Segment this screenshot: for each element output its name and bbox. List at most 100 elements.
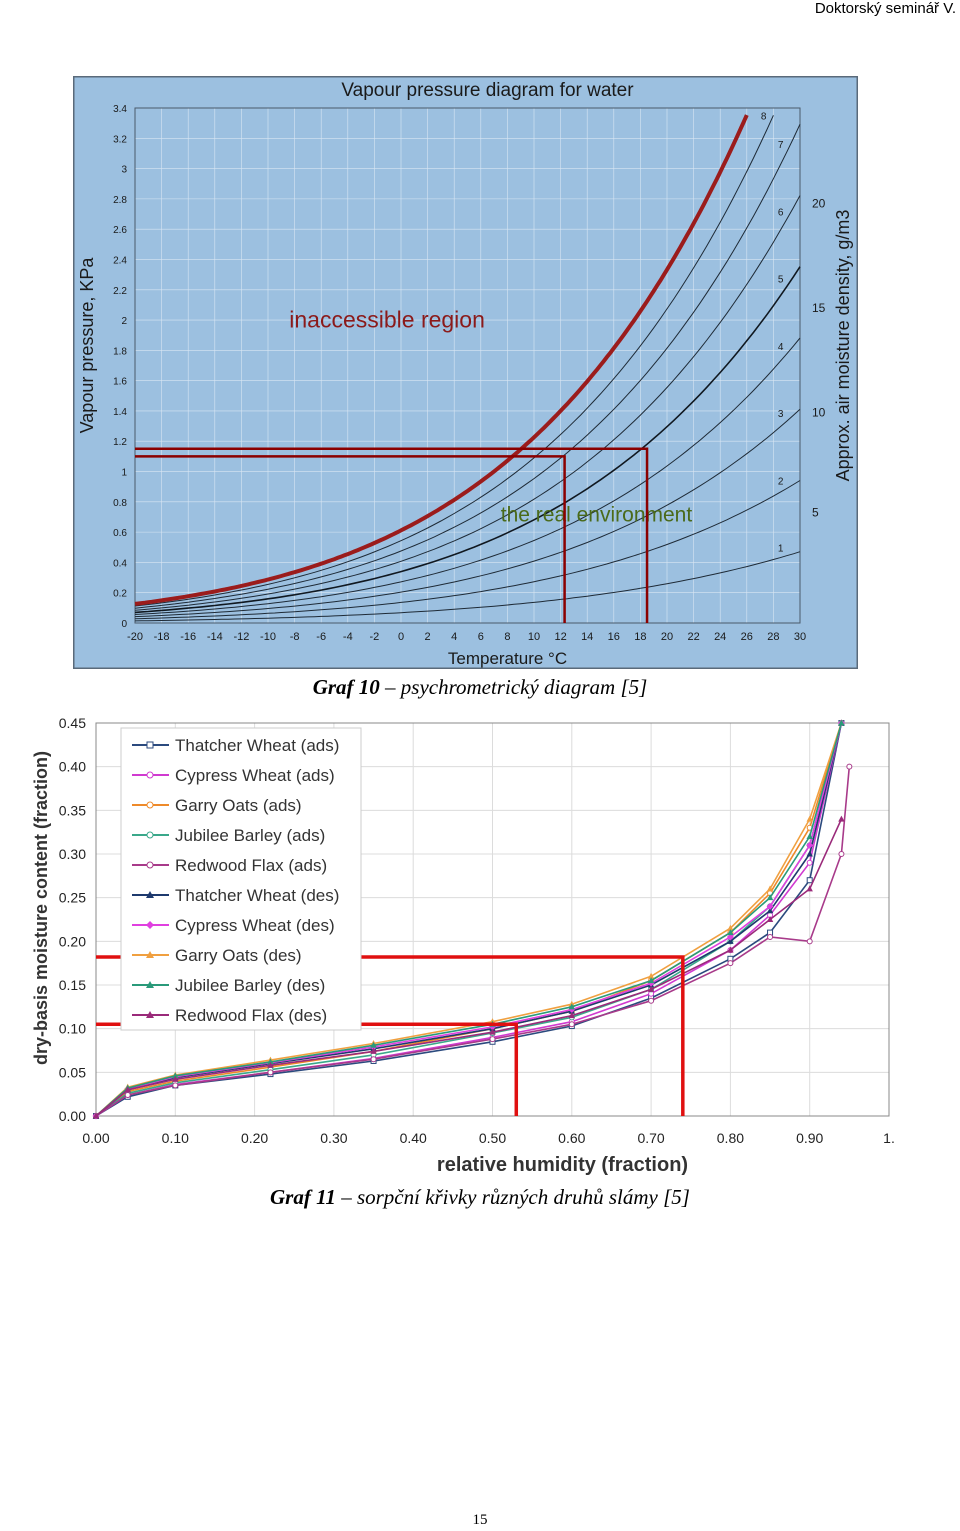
legend-swatch-marker bbox=[146, 801, 154, 809]
legend-swatch-marker bbox=[146, 891, 154, 898]
series-point bbox=[647, 972, 655, 979]
x-axis-label: relative humidity (fraction) bbox=[437, 1154, 688, 1176]
legend-swatch-marker bbox=[146, 831, 154, 839]
y2-tick-label: 15 bbox=[812, 301, 826, 315]
x-tick-label: -20 bbox=[127, 631, 143, 643]
y-tick-label: 0 bbox=[121, 619, 127, 630]
y-tick-label: 1.4 bbox=[113, 407, 127, 418]
y-tick-label: 0.2 bbox=[113, 589, 127, 600]
y-tick-label: 0.35 bbox=[59, 802, 86, 818]
rh-curve bbox=[134, 551, 801, 622]
y-tick-label: 3.2 bbox=[113, 134, 127, 145]
rh-curve bbox=[134, 408, 801, 618]
rh-curve-label: 7 bbox=[778, 140, 784, 151]
x-tick-label: -4 bbox=[343, 631, 353, 643]
plot-frame bbox=[134, 107, 801, 624]
x-tick-label: -10 bbox=[260, 631, 276, 643]
y2-tick-label: 20 bbox=[812, 196, 826, 210]
x-tick-label: 0.40 bbox=[400, 1130, 427, 1146]
y-tick-label: 0.6 bbox=[113, 528, 127, 539]
legend-label: Thatcher Wheat (ads) bbox=[175, 736, 339, 755]
x-tick-label: 0.90 bbox=[796, 1130, 823, 1146]
legend-swatch-marker bbox=[146, 861, 154, 869]
legend-label: Cypress Wheat (des) bbox=[175, 916, 335, 935]
x-tick-label: 12 bbox=[554, 631, 566, 643]
series-point bbox=[806, 938, 813, 945]
series-point bbox=[727, 960, 734, 967]
legend-swatch-marker bbox=[146, 951, 154, 958]
x-tick-label: 4 bbox=[451, 631, 457, 643]
y-tick-label: 0.8 bbox=[113, 498, 127, 509]
series-point bbox=[568, 1012, 575, 1019]
annotation-inaccessible-region: inaccessible region bbox=[289, 307, 485, 333]
y2-tick-label: 5 bbox=[812, 505, 819, 519]
x-tick-label: -18 bbox=[154, 631, 170, 643]
y-tick-label: 0.20 bbox=[59, 933, 86, 949]
series-point bbox=[647, 985, 655, 992]
series-point bbox=[806, 815, 813, 822]
series-point bbox=[92, 1112, 100, 1119]
x-tick-label: 0 bbox=[398, 631, 404, 643]
series-point bbox=[648, 997, 655, 1004]
x-tick-label: -2 bbox=[370, 631, 380, 643]
y-tick-label: 0.00 bbox=[59, 1108, 86, 1124]
x-tick-label: 6 bbox=[478, 631, 484, 643]
y-tick-label: 0.4 bbox=[113, 558, 127, 569]
x-tick-label: -6 bbox=[316, 631, 326, 643]
caption-graf-11: Graf 11 – sorpční křivky různých druhů s… bbox=[0, 1185, 960, 1210]
x-tick-label: -16 bbox=[180, 631, 196, 643]
x-tick-labels: 0.00 0.10 0.20 0.30 0.40 0.50 0.60 0.70 0.80 0.90… bbox=[82, 1130, 894, 1146]
annotation-real-environment: the real environment bbox=[501, 504, 693, 527]
y-tick-label: 2.2 bbox=[113, 286, 127, 297]
rh-curve-label: 6 bbox=[778, 207, 784, 218]
y-tick-labels: 0.00 0.05 0.10 0.15 0.20 0.25 0.30 0.35 0.40 0.45 bbox=[59, 718, 86, 1124]
series-line bbox=[95, 722, 843, 1117]
x-tick-label: 26 bbox=[741, 631, 753, 643]
series-point bbox=[806, 841, 814, 849]
rh-curve-label: 2 bbox=[778, 476, 784, 487]
series-point bbox=[766, 916, 774, 922]
y-tick-label: 2.4 bbox=[113, 255, 127, 266]
legend-label: Thatcher Wheat (des) bbox=[175, 886, 339, 905]
caption-graf-10: Graf 10 – psychrometrický diagram [5] bbox=[0, 675, 960, 700]
legend-swatch-marker bbox=[146, 771, 154, 779]
y-tick-label: 1 bbox=[121, 468, 127, 479]
x-tick-label: 22 bbox=[687, 631, 699, 643]
caption-graf-11-text: – sorpční křivky různých druhů slámy [5] bbox=[335, 1185, 690, 1209]
x-tick-label: 0.70 bbox=[637, 1130, 664, 1146]
x-tick-label: -8 bbox=[290, 631, 300, 643]
marker-line bbox=[135, 447, 649, 623]
legend-swatch-marker bbox=[146, 981, 154, 988]
x-tick-label: -12 bbox=[233, 631, 249, 643]
x-tick-label: 0.20 bbox=[241, 1130, 268, 1146]
series-point bbox=[838, 815, 845, 822]
series-point bbox=[806, 877, 813, 884]
rh-curve-label: 5 bbox=[778, 275, 784, 286]
series-point bbox=[806, 833, 813, 840]
rh-curves bbox=[134, 115, 801, 622]
series-point bbox=[838, 719, 845, 726]
y-tick-label: 0.45 bbox=[59, 718, 86, 731]
legend-box bbox=[120, 727, 362, 1031]
series-point bbox=[766, 902, 774, 910]
series-point bbox=[727, 929, 734, 936]
x-axis-label: Temperature °C bbox=[448, 649, 567, 668]
x-tick-label: 24 bbox=[714, 631, 726, 643]
legend-label: Jubilee Barley (des) bbox=[175, 976, 325, 995]
series-point bbox=[568, 1003, 575, 1010]
y2-tick-labels: 5 10 15 20 bbox=[812, 196, 826, 519]
page-number: 15 bbox=[472, 1512, 488, 1528]
caption-graf-10-number: Graf 10 bbox=[312, 675, 380, 699]
x-tick-label: 10 bbox=[528, 631, 540, 643]
series-point bbox=[172, 1072, 179, 1079]
x-tick-label: 0.50 bbox=[479, 1130, 506, 1146]
legend-swatch-marker bbox=[146, 741, 154, 749]
y-tick-label: 1.8 bbox=[113, 346, 127, 357]
y-tick-label: 1.6 bbox=[113, 377, 127, 388]
x-tick-label: 18 bbox=[634, 631, 646, 643]
series-point bbox=[726, 933, 734, 941]
x-tick-label: 0.80 bbox=[717, 1130, 744, 1146]
y-tick-label: 2.8 bbox=[113, 195, 127, 206]
x-tick-label: 0.30 bbox=[320, 1130, 347, 1146]
x-tick-label: 30 bbox=[794, 631, 806, 643]
